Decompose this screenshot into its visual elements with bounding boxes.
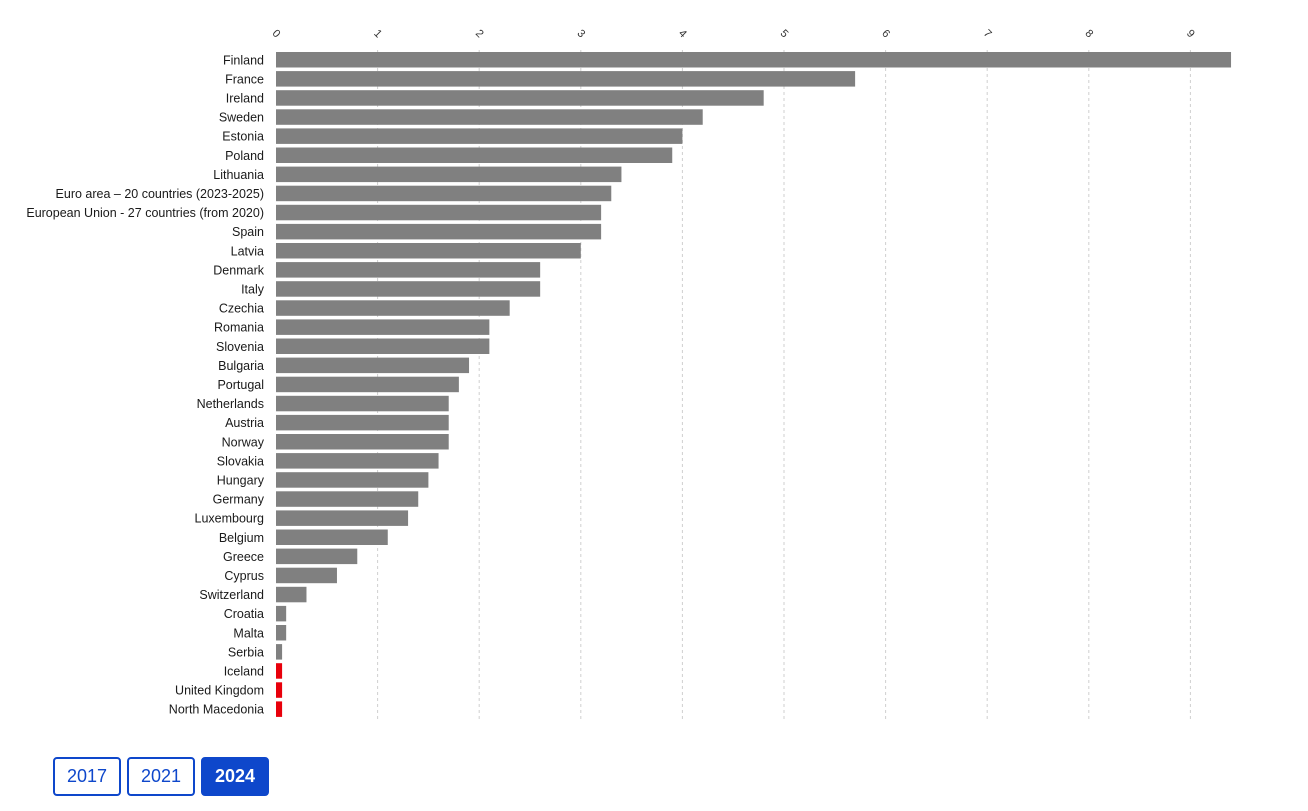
category-label: Romania bbox=[214, 321, 264, 335]
category-label: Italy bbox=[241, 282, 265, 296]
bar bbox=[276, 300, 510, 316]
category-label: United Kingdom bbox=[175, 684, 264, 698]
category-label: European Union - 27 countries (from 2020… bbox=[26, 206, 264, 220]
category-label: Norway bbox=[222, 435, 265, 449]
bar bbox=[276, 376, 459, 393]
bar bbox=[276, 52, 1232, 68]
x-tick-label: 1 bbox=[371, 28, 384, 41]
x-axis-ticks: 0 1 2 3 4 5 6 7 8 9 bbox=[270, 28, 1197, 41]
gridlines bbox=[377, 50, 1191, 722]
category-label: Austria bbox=[225, 416, 264, 430]
category-label: Croatia bbox=[224, 607, 264, 621]
bar bbox=[276, 319, 490, 335]
bar bbox=[276, 185, 612, 202]
category-labels: Finland France Ireland Sweden Estonia Poland L… bbox=[26, 53, 264, 716]
bar bbox=[276, 491, 419, 507]
year-button-2017[interactable]: 2017 bbox=[53, 757, 121, 796]
category-label: Switzerland bbox=[199, 588, 264, 602]
category-label: Hungary bbox=[217, 473, 265, 487]
category-label: Luxembourg bbox=[195, 512, 265, 526]
category-label: Slovakia bbox=[217, 454, 264, 468]
category-label: Belgium bbox=[219, 531, 264, 545]
category-label: Serbia bbox=[228, 645, 264, 659]
bar bbox=[276, 567, 337, 584]
bar bbox=[276, 414, 449, 431]
bar bbox=[276, 166, 622, 183]
bar bbox=[276, 434, 449, 450]
category-label: Finland bbox=[223, 53, 264, 67]
x-tick-label: 6 bbox=[879, 28, 892, 41]
category-label: Sweden bbox=[219, 111, 264, 125]
bar bbox=[276, 663, 283, 679]
category-label: North Macedonia bbox=[169, 703, 264, 717]
bar bbox=[276, 644, 283, 660]
bar bbox=[276, 90, 764, 106]
bars bbox=[276, 52, 1232, 717]
bar bbox=[276, 109, 703, 125]
bar bbox=[276, 453, 439, 469]
bar bbox=[276, 548, 358, 565]
bar bbox=[276, 586, 307, 603]
category-label: Denmark bbox=[213, 263, 264, 277]
year-button-2024[interactable]: 2024 bbox=[201, 757, 269, 796]
bar bbox=[276, 472, 429, 488]
x-tick-label: 7 bbox=[981, 28, 994, 41]
bar bbox=[276, 625, 287, 641]
bar bbox=[276, 262, 541, 278]
category-label: Portugal bbox=[217, 378, 264, 392]
bar bbox=[276, 682, 283, 698]
category-label: Ireland bbox=[226, 91, 264, 105]
bar bbox=[276, 701, 283, 717]
category-label: Netherlands bbox=[197, 397, 264, 411]
category-label: Slovenia bbox=[216, 340, 264, 354]
bar bbox=[276, 395, 449, 412]
year-button-2021[interactable]: 2021 bbox=[127, 757, 195, 796]
year-selector: 2017 2021 2024 bbox=[53, 757, 269, 796]
x-tick-label: 3 bbox=[574, 28, 587, 41]
bar bbox=[276, 605, 287, 622]
x-tick-label: 0 bbox=[270, 28, 283, 41]
bar bbox=[276, 510, 409, 526]
category-label: Latvia bbox=[231, 244, 264, 258]
bar bbox=[276, 71, 856, 87]
bar bbox=[276, 357, 470, 374]
bar bbox=[276, 281, 541, 297]
category-label: Lithuania bbox=[213, 168, 264, 182]
category-label: Bulgaria bbox=[218, 359, 264, 373]
bar-chart: 0 1 2 3 4 5 6 7 8 9 Finland France Ireland Sweden Est… bbox=[26, 28, 1232, 722]
category-label: Poland bbox=[225, 149, 264, 163]
bar bbox=[276, 147, 673, 163]
x-tick-label: 5 bbox=[778, 28, 791, 41]
bar bbox=[276, 243, 581, 259]
category-label: Estonia bbox=[222, 130, 264, 144]
category-label: Cyprus bbox=[224, 569, 264, 583]
x-tick-label: 2 bbox=[473, 28, 486, 41]
bar bbox=[276, 223, 602, 240]
x-tick-label: 9 bbox=[1184, 28, 1197, 41]
bar bbox=[276, 529, 388, 545]
category-label: Spain bbox=[232, 225, 264, 239]
category-label: Malta bbox=[233, 626, 264, 640]
category-label: Iceland bbox=[224, 664, 264, 678]
category-label: France bbox=[225, 72, 264, 86]
category-label: Euro area – 20 countries (2023-2025) bbox=[56, 187, 264, 201]
x-tick-label: 4 bbox=[676, 28, 689, 41]
bar bbox=[276, 204, 602, 221]
category-label: Czechia bbox=[219, 302, 264, 316]
x-tick-label: 8 bbox=[1082, 28, 1095, 41]
bar bbox=[276, 128, 683, 144]
bar bbox=[276, 338, 490, 354]
category-label: Greece bbox=[223, 550, 264, 564]
category-label: Germany bbox=[213, 493, 265, 507]
